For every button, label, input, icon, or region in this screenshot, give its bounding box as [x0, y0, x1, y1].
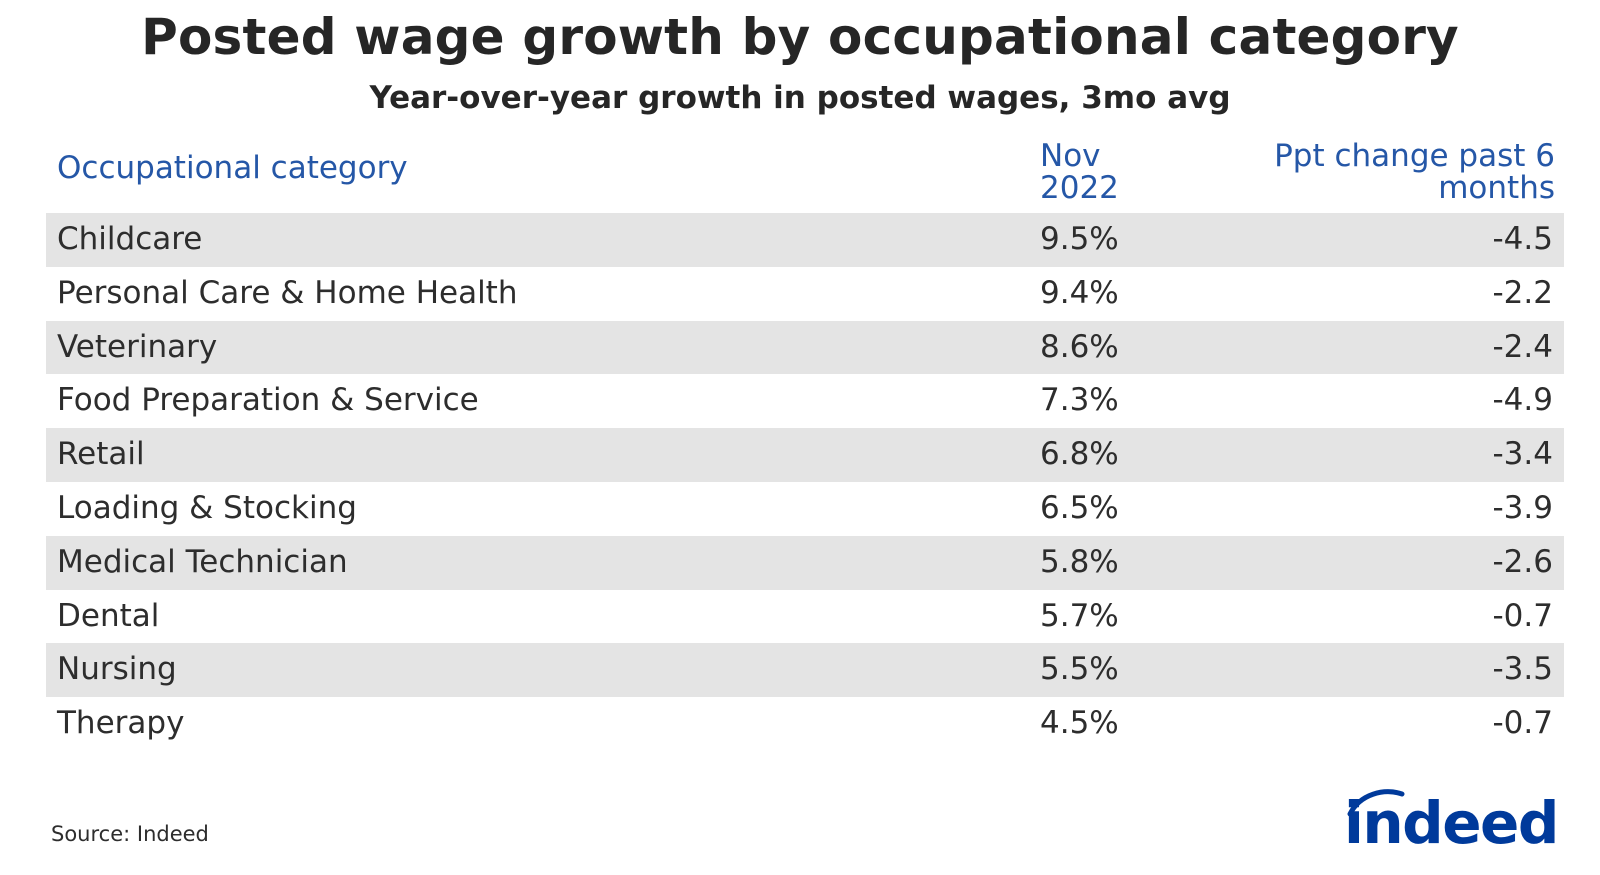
table-row: Dental 5.7% -0.7: [46, 590, 1564, 644]
cell-nov-2022: 7.3%: [1040, 382, 1119, 419]
cell-ppt-change: -2.6: [1492, 543, 1554, 580]
cell-nov-2022: 8.6%: [1040, 328, 1119, 365]
cell-category: Nursing: [57, 651, 177, 688]
source-note: Source: Indeed: [51, 822, 209, 846]
cell-ppt-change: -0.7: [1492, 597, 1554, 634]
column-header-category: Occupational category: [57, 150, 408, 186]
cell-nov-2022: 5.5%: [1040, 651, 1119, 688]
cell-nov-2022: 5.7%: [1040, 597, 1119, 634]
cell-nov-2022: 9.4%: [1040, 274, 1119, 311]
table-row: Medical Technician 5.8% -2.6: [46, 535, 1564, 590]
table-row: Loading & Stocking 6.5% -3.9: [46, 482, 1564, 536]
table-row: Retail 6.8% -3.4: [46, 428, 1564, 482]
logo-wordmark: indeed: [1344, 789, 1559, 857]
chart-subtitle: Year-over-year growth in posted wages, 3…: [369, 80, 1231, 116]
cell-ppt-change: -2.4: [1492, 328, 1554, 365]
cell-category: Retail: [57, 436, 145, 473]
cell-ppt-change: -2.2: [1492, 274, 1554, 311]
cell-nov-2022: 6.5%: [1040, 489, 1119, 526]
cell-category: Medical Technician: [57, 543, 348, 580]
column-header-ppt-change: Ppt change past 6 months: [1274, 138, 1555, 206]
table-body: Childcare 9.5% -4.5 Personal Care & Home He…: [46, 213, 1564, 751]
cell-ppt-change: -3.5: [1492, 651, 1554, 688]
cell-nov-2022: 4.5%: [1040, 705, 1119, 742]
chart-title: Posted wage growth by occupational categ…: [141, 8, 1459, 66]
logo-arc-icon: [1347, 789, 1405, 817]
cell-nov-2022: 9.5%: [1040, 221, 1119, 257]
indeed-logo: indeed: [1344, 788, 1564, 858]
cell-nov-2022: 6.8%: [1040, 436, 1119, 473]
cell-nov-2022: 5.8%: [1040, 543, 1119, 580]
cell-category: Food Preparation & Service: [57, 382, 479, 419]
table-row: Childcare 9.5% -4.5: [46, 213, 1564, 267]
cell-category: Childcare: [57, 221, 203, 257]
table-row: Nursing 5.5% -3.5: [46, 643, 1564, 698]
cell-ppt-change: -3.4: [1492, 436, 1554, 473]
cell-category: Loading & Stocking: [57, 489, 357, 526]
table-row: Veterinary 8.6% -2.4: [46, 320, 1564, 375]
cell-ppt-change: -0.7: [1492, 705, 1554, 742]
cell-ppt-change: -4.5: [1492, 221, 1554, 257]
table-row: Food Preparation & Service 7.3% -4.9: [46, 374, 1564, 428]
cell-category: Veterinary: [57, 328, 218, 365]
cell-category: Therapy: [57, 705, 185, 742]
column-header-nov-2022: Nov 2022: [1040, 138, 1119, 206]
cell-ppt-change: -4.9: [1492, 382, 1554, 419]
cell-ppt-change: -3.9: [1492, 489, 1554, 526]
cell-category: Dental: [57, 597, 160, 634]
cell-category: Personal Care & Home Health: [57, 274, 518, 311]
table-row: Personal Care & Home Health 9.4% -2.2: [46, 267, 1564, 321]
table-row: Therapy 4.5% -0.7: [46, 697, 1564, 751]
